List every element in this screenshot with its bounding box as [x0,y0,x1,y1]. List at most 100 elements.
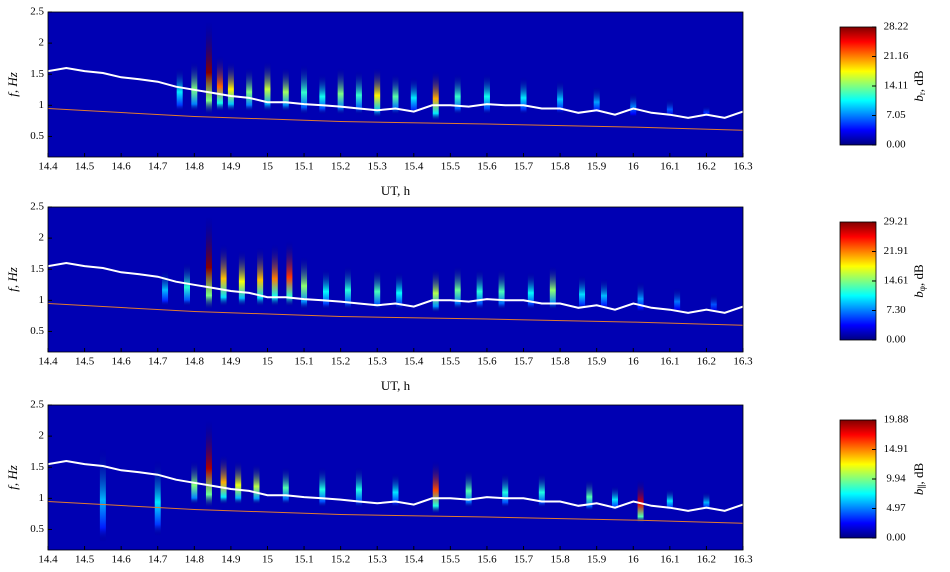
spectral-burst [191,61,198,112]
spectral-burst [184,263,190,307]
spectral-burst [99,448,106,542]
colorbar-label-sub: ∥ [917,485,927,489]
colorbar-tick-label: 19.88 [884,414,909,426]
x-tick-label: 15 [262,161,274,173]
spectral-burst [176,68,183,112]
spectral-burst [392,74,399,115]
colorbar-label-symbol: b [911,291,926,298]
spectral-burst [162,269,169,307]
x-tick-label: 15.2 [331,356,350,368]
spectral-burst [432,461,439,514]
spectral-burst [593,86,600,115]
x-tick-label: 16.1 [660,554,679,566]
x-tick-label: 15.3 [368,161,388,173]
colorbar-tick-label: 0.00 [886,532,906,544]
spectral-burst [674,287,681,313]
y-axis-label: f, Hz [5,267,20,292]
x-tick-label: 14.7 [148,356,168,368]
spectral-burst [246,68,253,112]
spectral-burst [374,269,381,310]
x-axis-label: UT, h [381,183,411,198]
x-tick-label: 14.7 [148,554,168,566]
colorbar-label-symbol: b [911,488,926,495]
plot-area [48,21,743,131]
x-tick-label: 15 [262,554,274,566]
x-tick-label: 15.9 [587,161,607,173]
x-tick-label: 14.6 [112,356,132,368]
colorbar-tick-label: 14.11 [884,80,908,92]
spectral-burst [282,467,289,505]
y-tick-label: 2 [39,37,45,49]
colorbar-label: br, dB [911,70,927,102]
x-tick-label: 15.4 [404,356,424,368]
colorbar-tick-label: 14.61 [884,275,909,287]
x-tick-label: 16.3 [733,554,753,566]
plot-background [48,207,743,352]
spectral-burst [579,275,586,310]
x-tick-label: 15.8 [550,554,570,566]
spectral-burst [476,269,483,310]
x-tick-label: 15.1 [294,554,313,566]
x-tick-label: 15.2 [331,161,350,173]
x-tick-label: 15.4 [404,554,424,566]
spectral-burst [432,269,439,313]
plot-frame [47,206,744,353]
x-tick-label: 14.8 [185,356,205,368]
colorbar-label-symbol: b [911,95,926,102]
spectral-burst [301,256,308,310]
spectral-burst [286,241,293,307]
x-tick-label: 15.1 [294,356,313,368]
spectral-burst [205,21,212,115]
x-tick-label: 16 [628,554,640,566]
line [48,108,743,131]
y-tick-label: 1.5 [30,461,44,473]
x-tick-label: 15.8 [550,161,570,173]
spectral-burst [666,99,673,118]
spectral-burst [710,294,717,313]
spectral-burst [396,272,403,310]
y-tick-label: 2.5 [30,399,44,411]
y-tick-label: 2 [39,232,45,244]
spectral-burst [630,92,637,118]
x-tick-label: 15.9 [587,356,607,368]
x-tick-label: 15.8 [550,356,570,368]
colorbar-tick-label: 21.91 [884,245,909,257]
x-tick-label: 16 [628,161,640,173]
x-tick-label: 15.4 [404,161,424,173]
colorbar-label: bφ, dB [911,264,927,298]
spectral-burst [538,473,545,508]
x-tick-label: 14.5 [75,356,95,368]
spectral-burst [498,269,505,310]
x-tick-label: 14.9 [221,554,241,566]
x-tick-label: 15.3 [368,554,388,566]
colorbar-tick-label: 0.00 [886,139,906,151]
colorbar-tick-label: 4.97 [886,502,906,514]
x-tick-label: 14.6 [112,161,132,173]
spectral-burst [319,74,326,115]
spectral-burst [227,61,234,112]
x-tick-label: 16.2 [697,554,716,566]
line [48,303,743,326]
spectral-burst [520,77,527,115]
colorbar-label-unit: , dB [911,463,926,485]
plot-frame [47,404,744,551]
x-tick-label: 14.9 [221,161,241,173]
colorbar-tick-label: 7.30 [886,304,906,316]
colorbar-label-unit: , dB [911,264,926,286]
colorbar-label-sub: φ [917,286,927,291]
y-tick-label: 0.5 [30,325,44,337]
x-tick-label: 14.6 [112,554,132,566]
spectral-burst [454,74,461,115]
x-tick-label: 15.7 [514,161,534,173]
plot-area [48,420,743,542]
x-tick-label: 16 [628,356,640,368]
y-axis-label: f, Hz [5,465,20,490]
x-tick-label: 14.8 [185,554,205,566]
x-tick-label: 14.4 [38,161,58,173]
x-tick-label: 16.3 [733,356,753,368]
spectral-burst [271,244,278,307]
plot-frame [47,11,744,158]
y-tick-label: 0.5 [30,130,44,142]
spectral-burst [205,216,212,310]
x-tick-label: 15.2 [331,554,350,566]
